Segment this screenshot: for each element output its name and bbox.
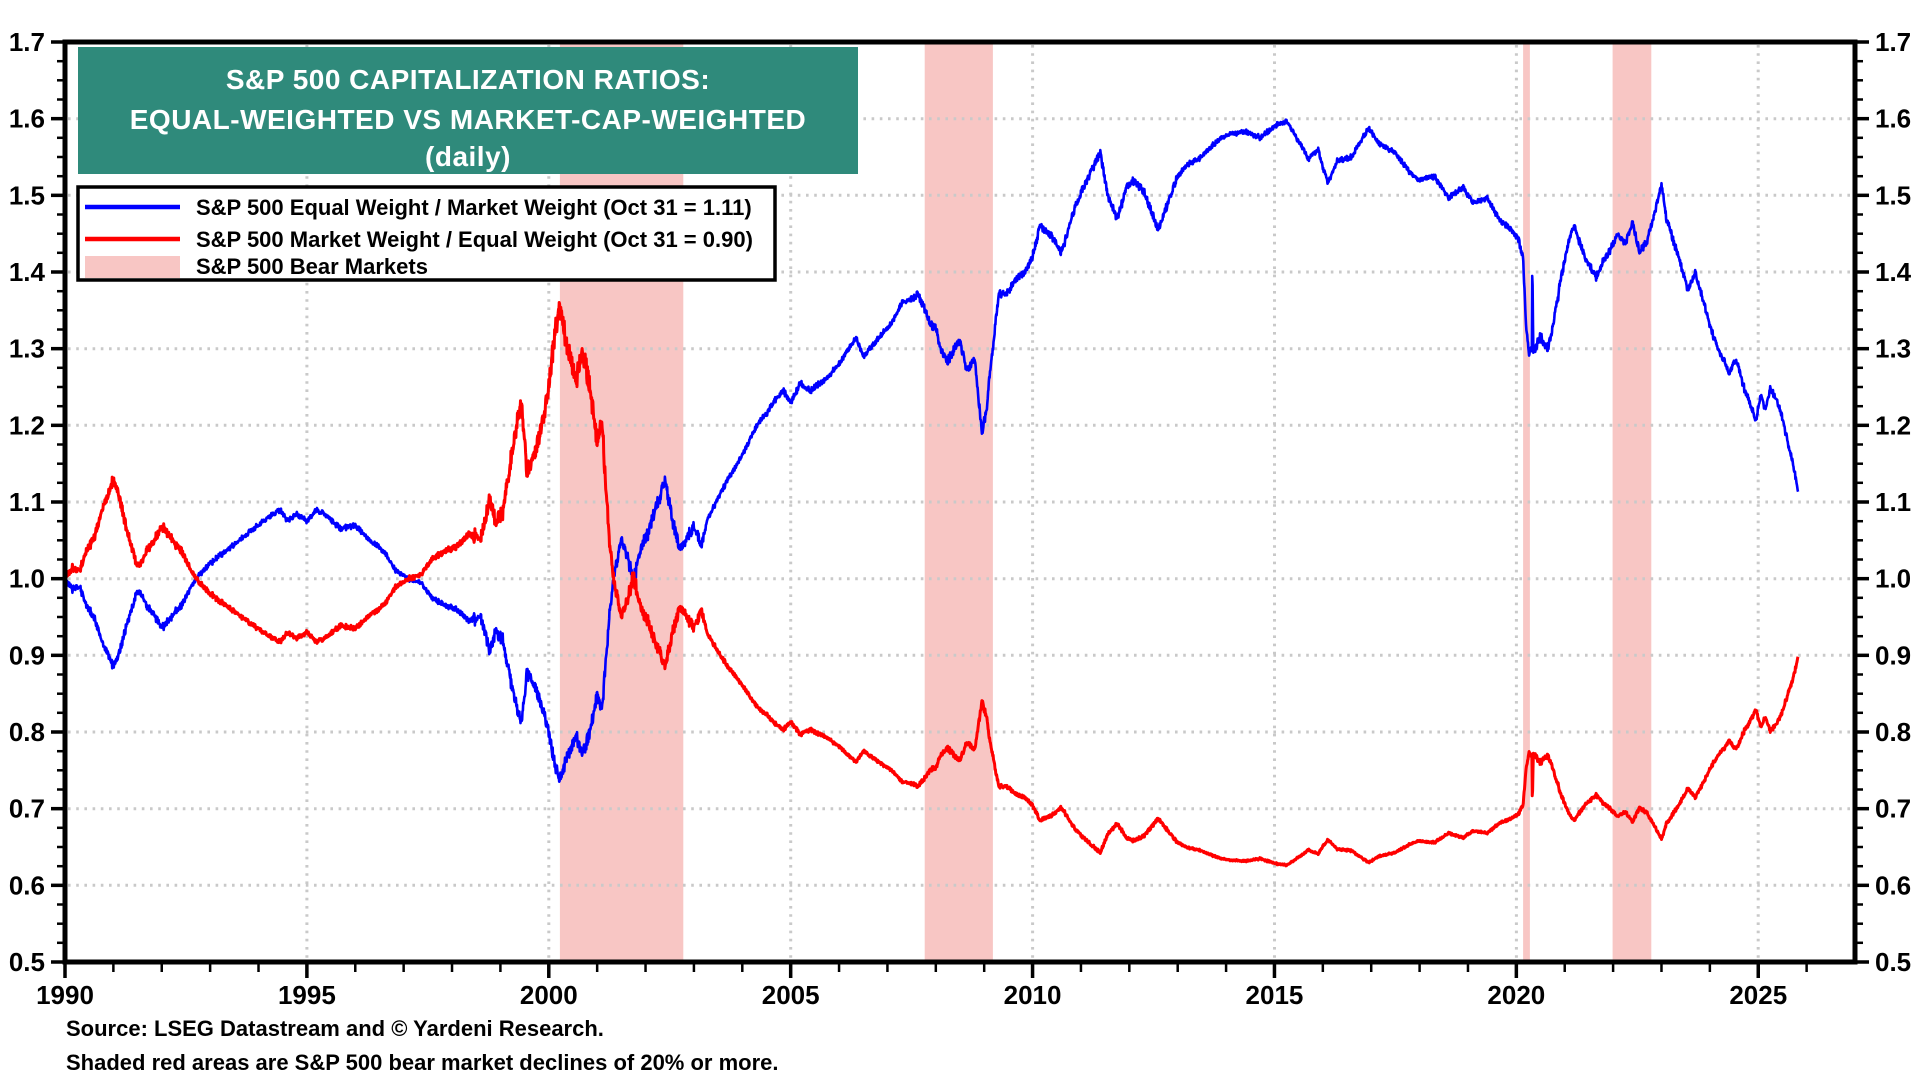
chart-title-line2: EQUAL-WEIGHTED VS MARKET-CAP-WEIGHTED [130, 104, 807, 135]
axis-tick-labels: 0.5 0.5 0.6 0.6 0.7 0.7 0.8 0.8 0.9 0.9 1.0 1.0 1.1 1… [9, 27, 1912, 1010]
chart-title-line1: S&P 500 CAPITALIZATION RATIOS: [226, 64, 710, 95]
title-box-background [78, 47, 858, 174]
y-axis-label-right: 1.0 [1875, 564, 1911, 594]
legend-item-bear-markets: S&P 500 Bear Markets [196, 254, 428, 279]
legend-item-equal-weight: S&P 500 Equal Weight / Market Weight (Oc… [196, 195, 752, 220]
y-axis-label-left: 1.2 [9, 410, 45, 440]
y-axis-label-left: 0.5 [9, 947, 45, 977]
y-axis-label-right: 1.5 [1875, 180, 1911, 210]
y-axis-label-right: 0.9 [1875, 640, 1911, 670]
y-axis-label-left: 1.6 [9, 104, 45, 134]
y-axis-label-right: 0.6 [1875, 870, 1911, 900]
bear-market-band [924, 44, 993, 960]
x-axis-label: 2015 [1246, 980, 1304, 1010]
market-weight-ratio-line [67, 301, 1800, 868]
x-axis-label: 2025 [1729, 980, 1787, 1010]
y-axis-label-right: 1.4 [1875, 257, 1912, 287]
bear-market-band [1523, 44, 1530, 960]
y-axis-label-left: 1.4 [9, 257, 46, 287]
y-axis-label-left: 1.5 [9, 180, 45, 210]
y-axis-label-left: 0.6 [9, 870, 45, 900]
x-axis-label: 1995 [278, 980, 336, 1010]
y-axis-label-left: 0.8 [9, 717, 45, 747]
equal-weight-ratio-line [67, 118, 1800, 783]
chart-title-line3: (daily) [425, 141, 511, 172]
x-axis-label: 1990 [36, 980, 94, 1010]
x-axis-label: 2010 [1004, 980, 1062, 1010]
y-axis-label-right: 1.7 [1875, 27, 1911, 57]
footnote-shaded-areas: Shaded red areas are S&P 500 bear market… [66, 1050, 779, 1075]
y-axis-label-right: 0.8 [1875, 717, 1911, 747]
legend-item-market-weight: S&P 500 Market Weight / Equal Weight (Oc… [196, 227, 753, 252]
y-axis-label-right: 0.5 [1875, 947, 1911, 977]
legend-bear-market-swatch [85, 256, 180, 278]
legend-box-frame [76, 185, 777, 282]
y-axis-label-left: 1.0 [9, 564, 45, 594]
title-box: S&P 500 CAPITALIZATION RATIOS: EQUAL-WEI… [78, 47, 858, 174]
y-axis-label-right: 1.1 [1875, 487, 1911, 517]
footnote-source: Source: LSEG Datastream and © Yardeni Re… [66, 1016, 604, 1041]
series-lines [67, 118, 1800, 868]
axes-and-ticks [51, 39, 1869, 978]
y-axis-label-left: 1.7 [9, 27, 45, 57]
y-axis-label-right: 1.3 [1875, 334, 1911, 364]
y-axis-label-left: 0.9 [9, 640, 45, 670]
x-axis-label: 2005 [762, 980, 820, 1010]
x-axis-label: 2000 [520, 980, 578, 1010]
y-axis-label-right: 0.7 [1875, 794, 1911, 824]
y-axis-label-right: 1.6 [1875, 104, 1911, 134]
y-axis-label-left: 1.1 [9, 487, 45, 517]
y-axis-label-right: 1.2 [1875, 410, 1911, 440]
y-axis-label-left: 1.3 [9, 334, 45, 364]
gridlines [68, 45, 1852, 959]
x-axis-label: 2020 [1487, 980, 1545, 1010]
legend-box: S&P 500 Equal Weight / Market Weight (Oc… [76, 185, 777, 282]
y-axis-label-left: 0.7 [9, 794, 45, 824]
